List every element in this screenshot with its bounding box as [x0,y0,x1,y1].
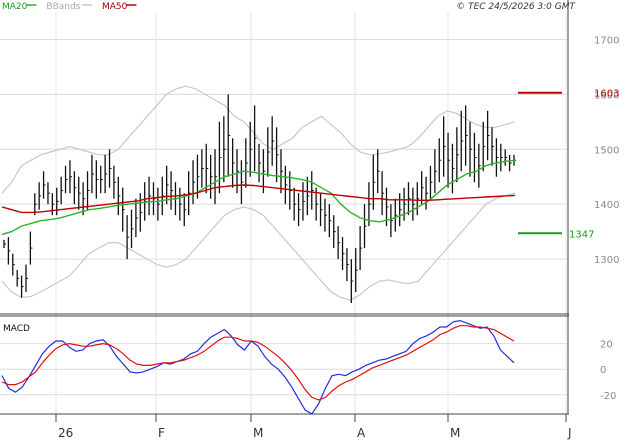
macd-y-tick-label: -20 [600,391,616,402]
copyright-label: © TEC 24/5/2026 3:0 GMT [456,2,576,12]
x-tick-label: M [450,426,460,440]
legend-label: BBands [46,2,80,12]
bband-lower-line [1,192,516,301]
x-tick-label: M [253,426,263,440]
bband-upper-line [1,85,516,194]
ma50-line [1,184,516,214]
level-label: 1347 [569,229,594,240]
macd-y-tick-label: 0 [600,365,606,376]
y-tick-label: 1400 [594,200,619,211]
y-tick-label: 1300 [594,255,619,266]
y-tick-label: 1700 [594,35,619,46]
macd-y-tick-label: 20 [600,340,613,351]
price-panel [0,12,568,314]
x-tick-label: A [357,426,366,440]
y-tick-label: 1500 [594,145,619,156]
legend-label: MA20 [2,2,28,12]
x-tick-label: J [567,426,572,440]
level-label: 1603 [594,89,619,100]
macd-panel [0,318,568,414]
y-tick-label: 1600 [594,90,619,101]
legend-label: MA50 [102,2,128,12]
signal-line [1,325,515,401]
x-tick-label: 26 [58,426,73,440]
macd-title: MACD [3,324,30,334]
x-tick-label: F [158,426,165,440]
